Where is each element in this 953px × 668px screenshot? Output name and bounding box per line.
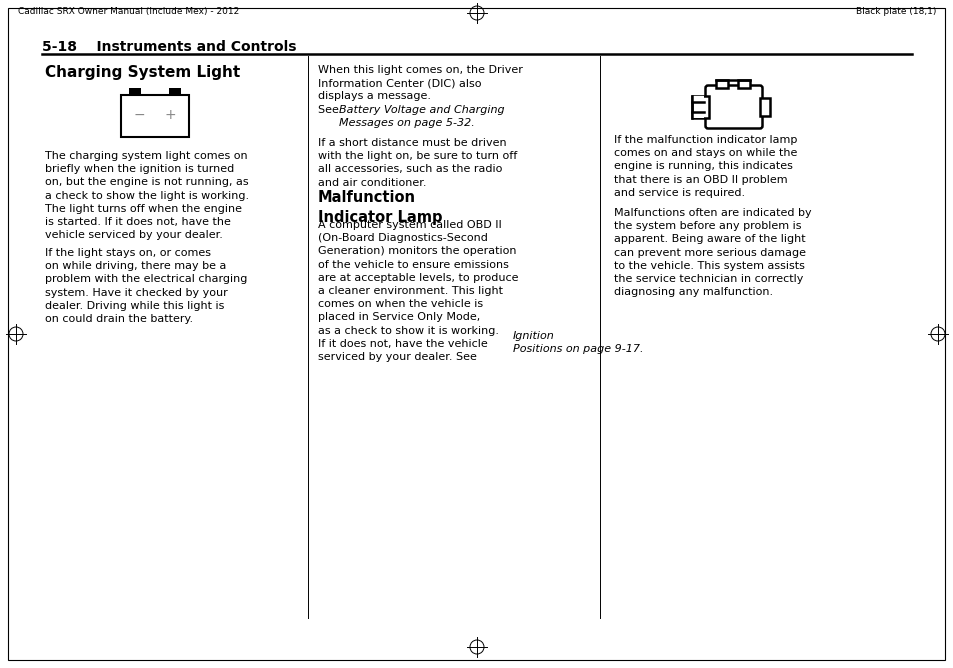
Bar: [760, 98, 769, 116]
Bar: [691, 112, 703, 118]
Text: Battery Voltage and Charging
Messages on page 5-32.: Battery Voltage and Charging Messages on…: [338, 105, 504, 128]
Text: The charging system light comes on
briefly when the ignition is turned
on, but t: The charging system light comes on brief…: [45, 151, 249, 240]
Text: If a short distance must be driven
with the light on, be sure to turn off
all ac: If a short distance must be driven with …: [317, 138, 517, 188]
Text: −: −: [133, 108, 146, 122]
Bar: [716, 80, 727, 88]
Text: If the malfunction indicator lamp
comes on and stays on while the
engine is runn: If the malfunction indicator lamp comes …: [614, 135, 797, 198]
Bar: [169, 88, 181, 95]
Bar: [121, 95, 189, 137]
Text: If the light stays on, or comes
on while driving, there may be a
problem with th: If the light stays on, or comes on while…: [45, 248, 247, 324]
Text: Black plate (18,1): Black plate (18,1): [855, 7, 935, 16]
Text: Charging System Light: Charging System Light: [45, 65, 240, 80]
Text: A computer system called OBD II
(On-Board Diagnostics-Second
Generation) monitor: A computer system called OBD II (On-Boar…: [317, 220, 518, 362]
Bar: [738, 80, 749, 88]
Bar: [129, 88, 141, 95]
FancyBboxPatch shape: [705, 86, 761, 128]
Text: 5-18    Instruments and Controls: 5-18 Instruments and Controls: [42, 40, 296, 54]
Bar: [691, 96, 703, 102]
Text: When this light comes on, the Driver
Information Center (DIC) also
displays a me: When this light comes on, the Driver Inf…: [317, 65, 522, 102]
Text: See: See: [317, 105, 342, 115]
Text: Cadillac SRX Owner Manual (Include Mex) - 2012: Cadillac SRX Owner Manual (Include Mex) …: [18, 7, 239, 16]
Text: Malfunction
Indicator Lamp: Malfunction Indicator Lamp: [317, 190, 442, 225]
Text: Ignition
Positions on page 9-17.: Ignition Positions on page 9-17.: [513, 331, 643, 354]
Text: Malfunctions often are indicated by
the system before any problem is
apparent. B: Malfunctions often are indicated by the …: [614, 208, 811, 297]
Text: +: +: [164, 108, 175, 122]
Bar: [691, 96, 708, 118]
